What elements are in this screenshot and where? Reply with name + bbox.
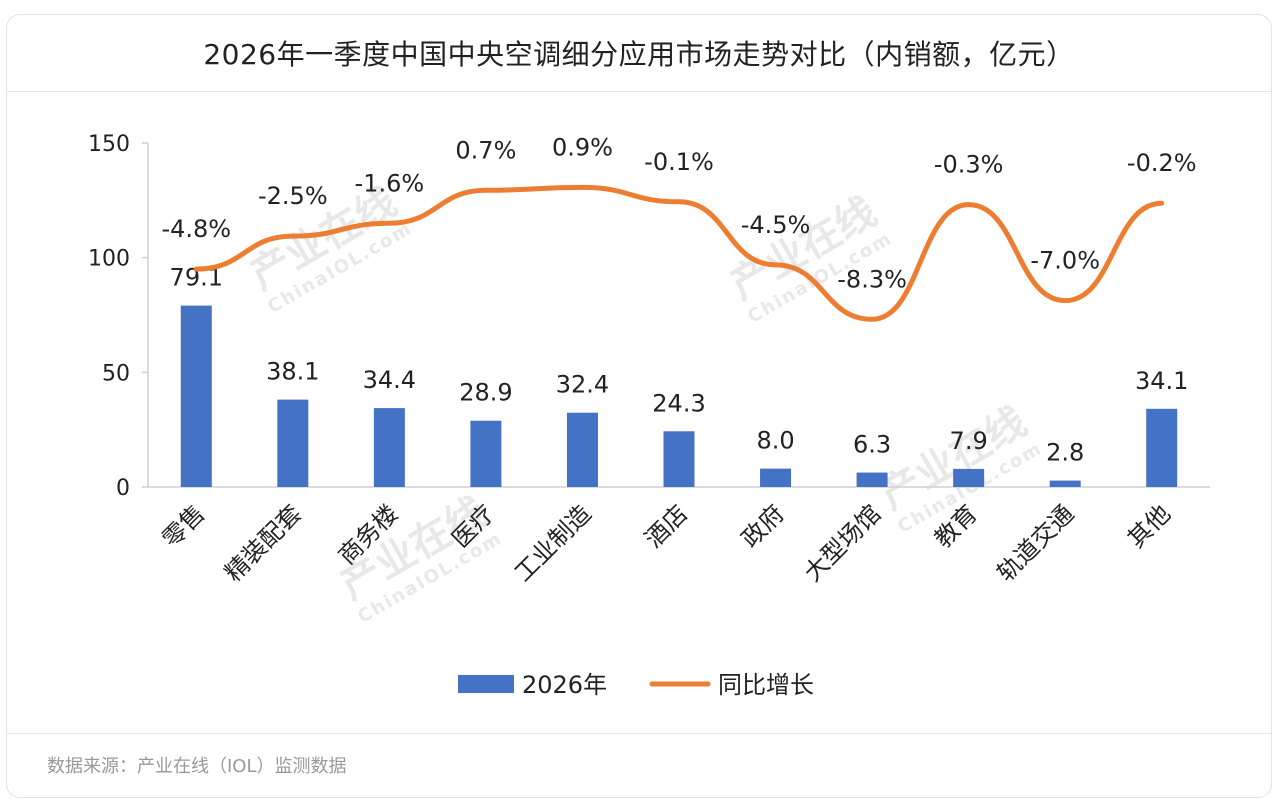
growth-value-label: -4.8%: [161, 215, 231, 243]
footer: 数据来源：产业在线（IOL）监测数据: [7, 733, 1271, 800]
y-tick-label: 0: [116, 476, 130, 501]
bar-value-label: 24.3: [652, 389, 705, 417]
bar-value-label: 7.9: [950, 427, 988, 455]
y-tick-label: 100: [88, 247, 130, 272]
chart-card: 2026年一季度中国中央空调细分应用市场走势对比（内销额，亿元） 数据来源：产业…: [6, 14, 1272, 798]
bar-2: [277, 399, 309, 487]
category-label: 轨道交通: [992, 499, 1080, 587]
bar-value-label: 34.4: [363, 366, 416, 394]
bar-6: [663, 431, 695, 487]
bar-value-label: 2.8: [1046, 439, 1084, 467]
y-tick-label: 50: [102, 361, 130, 386]
bar-3: [373, 408, 405, 487]
bar-series: [180, 305, 1178, 487]
legend: 2026年 同比增长: [458, 671, 814, 699]
category-label: 零售: [157, 499, 211, 553]
title-bar: 2026年一季度中国中央空调细分应用市场走势对比（内销额，亿元）: [7, 15, 1271, 92]
growth-value-label: -7.0%: [1030, 247, 1100, 275]
y-tick-label: 150: [88, 132, 130, 157]
growth-value-label: -0.2%: [1127, 149, 1197, 177]
line-series: [193, 184, 1165, 322]
source-note: 数据来源：产业在线（IOL）监测数据: [47, 756, 347, 777]
category-label: 酒店: [640, 499, 694, 553]
bar-9: [953, 468, 985, 487]
bar-value-label: 32.4: [556, 371, 609, 399]
bar-1: [180, 305, 212, 487]
bar-11: [1146, 408, 1178, 487]
legend-line-label: 同比增长: [718, 671, 814, 699]
bar-value-label: 38.1: [266, 358, 319, 386]
category-labels: 零售 精装配套 商务楼 医疗 工业制造 酒店 政府 大型场馆 教育 轨道交通 其他: [157, 499, 1176, 587]
line-data-labels: -4.8% -2.5% -1.6% 0.7% 0.9% -0.1% -4.5% -8.3% -0…: [161, 133, 1196, 293]
growth-value-label: -0.1%: [644, 148, 714, 176]
category-label: 工业制造: [509, 499, 597, 587]
bar-value-label: 8.0: [756, 427, 794, 455]
legend-bar-swatch: [458, 675, 514, 693]
growth-value-label: -4.5%: [741, 211, 811, 239]
bar-7: [760, 468, 792, 487]
growth-value-label: -2.5%: [258, 182, 328, 210]
growth-line: [193, 184, 1165, 322]
bar-value-label: 6.3: [853, 431, 891, 459]
growth-value-label: -8.3%: [837, 265, 907, 293]
growth-value-label: 0.9%: [552, 133, 613, 161]
growth-value-label: -1.6%: [355, 169, 425, 197]
bar-10: [1049, 480, 1081, 487]
category-label: 大型场馆: [799, 499, 887, 587]
bar-value-label: 34.1: [1135, 367, 1188, 395]
growth-value-label: -0.3%: [934, 151, 1004, 179]
legend-bar-label: 2026年: [522, 671, 607, 699]
chart-axes: 0 50 100 150: [88, 132, 1210, 501]
chart-title: 2026年一季度中国中央空调细分应用市场走势对比（内销额，亿元）: [203, 38, 1075, 71]
growth-value-label: 0.7%: [455, 136, 516, 164]
bar-4: [470, 420, 502, 487]
category-label: 精装配套: [219, 499, 307, 587]
bar-5: [566, 412, 598, 487]
category-label: 其他: [1122, 499, 1176, 553]
bar-value-label: 28.9: [459, 379, 512, 407]
bar-8: [856, 472, 888, 487]
category-label: 政府: [736, 499, 790, 553]
